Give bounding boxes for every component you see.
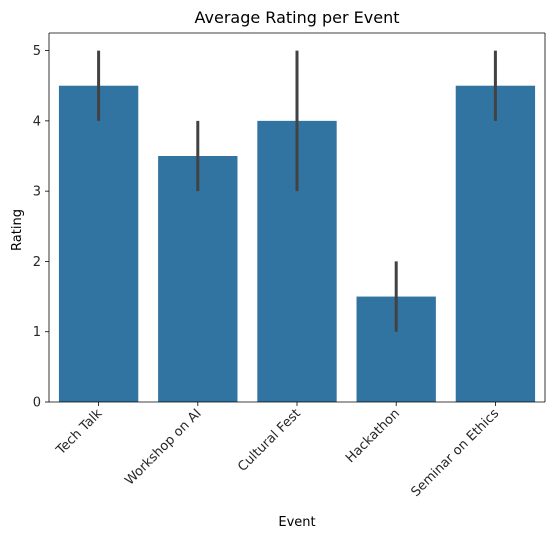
x-axis: Tech Talk Workshop on AI Cultural Fest Hack… — [53, 402, 502, 500]
y-tick-label: 2 — [33, 255, 41, 270]
y-tick-label: 1 — [33, 325, 41, 340]
y-axis-label: Rating — [10, 209, 25, 251]
y-tick-label: 3 — [33, 185, 41, 200]
x-tick-label: Seminar on Ethics — [408, 406, 502, 500]
y-axis: 0 1 2 3 4 5 — [33, 44, 49, 411]
x-axis-label: Event — [278, 515, 315, 530]
x-tick-label: Cultural Fest — [235, 406, 304, 475]
x-tick-label: Tech Talk — [53, 406, 106, 459]
y-tick-label: 5 — [33, 44, 41, 59]
bar — [58, 85, 139, 402]
chart-title: Average Rating per Event — [195, 8, 400, 27]
x-tick-label: Hackathon — [343, 406, 403, 466]
y-tick-label: 4 — [33, 114, 41, 129]
x-tick-label: Workshop on AI — [122, 406, 204, 488]
bar — [158, 156, 238, 402]
y-tick-label: 0 — [33, 396, 41, 411]
error-bars-group — [97, 50, 497, 332]
bar — [455, 85, 536, 402]
